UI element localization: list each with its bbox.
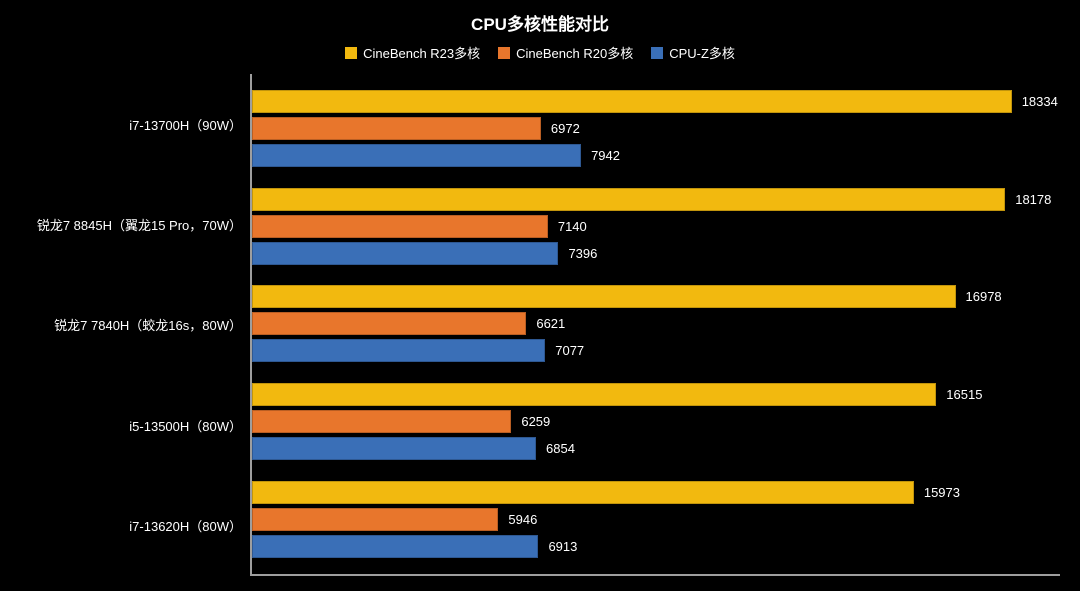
bar-group-0: 18334 6972 7942 xyxy=(252,81,1060,177)
y-label-0: i7-13700H（90W） xyxy=(20,76,242,172)
y-label-1: 锐龙7 8845H（翼龙15 Pro，70W） xyxy=(20,177,242,273)
bar-value: 6621 xyxy=(536,316,565,331)
bar-cpuz xyxy=(252,144,581,167)
bar-groups: 18334 6972 7942 18178 xyxy=(252,74,1060,574)
bar-wrap: 6621 xyxy=(252,312,1060,335)
bar-value: 6854 xyxy=(546,441,575,456)
bar-r23 xyxy=(252,285,956,308)
bar-value: 16515 xyxy=(946,387,982,402)
bar-wrap: 6972 xyxy=(252,117,1060,140)
bar-wrap: 16978 xyxy=(252,285,1060,308)
bar-wrap: 7942 xyxy=(252,144,1060,167)
bar-wrap: 6854 xyxy=(252,437,1060,460)
bar-cpuz xyxy=(252,339,545,362)
legend-item-cpuz: CPU-Z多核 xyxy=(651,43,735,62)
legend-item-r20: CineBench R20多核 xyxy=(498,43,633,62)
legend-item-r23: CineBench R23多核 xyxy=(345,43,480,62)
bar-value: 6913 xyxy=(548,539,577,554)
bar-wrap: 7140 xyxy=(252,215,1060,238)
bar-wrap: 18334 xyxy=(252,90,1060,113)
y-label-3: i5-13500H（80W） xyxy=(20,377,242,473)
bar-cpuz xyxy=(252,242,558,265)
bar-value: 7942 xyxy=(591,148,620,163)
chart-title: CPU多核性能对比 xyxy=(20,10,1060,35)
legend-label-r23: CineBench R23多核 xyxy=(363,43,480,62)
bar-value: 7396 xyxy=(568,246,597,261)
chart-legend: CineBench R23多核 CineBench R20多核 CPU-Z多核 xyxy=(20,43,1060,62)
plot-area: 18334 6972 7942 18178 xyxy=(250,74,1060,576)
cpu-multicore-chart: CPU多核性能对比 CineBench R23多核 CineBench R20多… xyxy=(0,0,1080,591)
bar-wrap: 5946 xyxy=(252,508,1060,531)
y-label-2: 锐龙7 7840H（蛟龙16s，80W） xyxy=(20,277,242,373)
bar-value: 5946 xyxy=(508,512,537,527)
bar-value: 18178 xyxy=(1015,192,1051,207)
bar-wrap: 16515 xyxy=(252,383,1060,406)
bar-value: 16978 xyxy=(966,289,1002,304)
bar-group-2: 16978 6621 7077 xyxy=(252,276,1060,372)
legend-label-r20: CineBench R20多核 xyxy=(516,43,633,62)
bar-value: 6972 xyxy=(551,121,580,136)
bar-value: 15973 xyxy=(924,485,960,500)
bar-wrap: 18178 xyxy=(252,188,1060,211)
bar-r20 xyxy=(252,312,526,335)
bar-wrap: 6259 xyxy=(252,410,1060,433)
bar-value: 7140 xyxy=(558,219,587,234)
bar-value: 7077 xyxy=(555,343,584,358)
bar-wrap: 7077 xyxy=(252,339,1060,362)
y-label-4: i7-13620H（80W） xyxy=(20,478,242,574)
legend-swatch-r20 xyxy=(498,47,510,59)
bar-r20 xyxy=(252,410,511,433)
legend-swatch-cpuz xyxy=(651,47,663,59)
chart-body: i7-13700H（90W） 锐龙7 8845H（翼龙15 Pro，70W） 锐… xyxy=(20,74,1060,576)
bar-r20 xyxy=(252,508,498,531)
bar-r23 xyxy=(252,481,914,504)
bar-r23 xyxy=(252,90,1012,113)
bar-r20 xyxy=(252,215,548,238)
bar-value: 18334 xyxy=(1022,94,1058,109)
legend-swatch-r23 xyxy=(345,47,357,59)
bar-r23 xyxy=(252,188,1005,211)
bar-cpuz xyxy=(252,437,536,460)
bar-value: 6259 xyxy=(521,414,550,429)
bar-cpuz xyxy=(252,535,538,558)
bar-wrap: 7396 xyxy=(252,242,1060,265)
legend-label-cpuz: CPU-Z多核 xyxy=(669,43,735,62)
bar-r23 xyxy=(252,383,936,406)
bar-wrap: 15973 xyxy=(252,481,1060,504)
bar-group-3: 16515 6259 6854 xyxy=(252,374,1060,470)
bar-group-4: 15973 5946 6913 xyxy=(252,471,1060,567)
bar-group-1: 18178 7140 7396 xyxy=(252,178,1060,274)
bar-wrap: 6913 xyxy=(252,535,1060,558)
bar-r20 xyxy=(252,117,541,140)
y-axis: i7-13700H（90W） 锐龙7 8845H（翼龙15 Pro，70W） 锐… xyxy=(20,74,250,576)
